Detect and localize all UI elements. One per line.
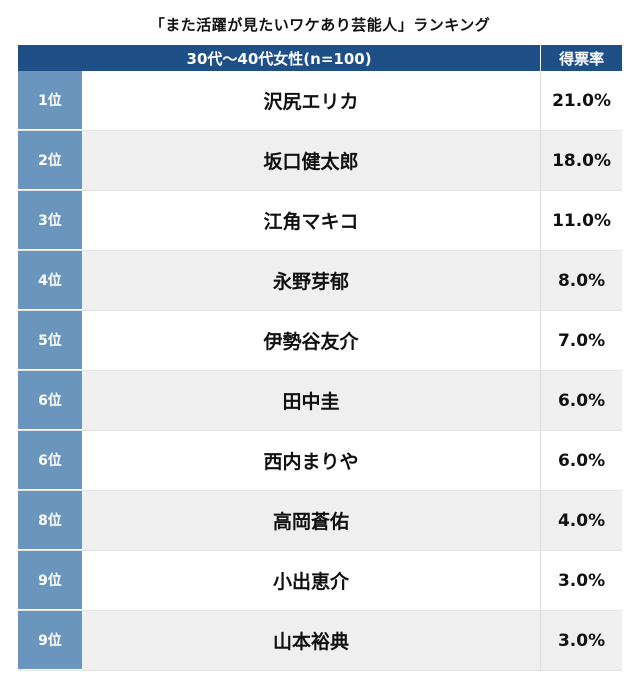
table-row: 9位 山本裕典 3.0% bbox=[18, 611, 622, 671]
table-body: 1位 沢尻エリカ 21.0% 2位 坂口健太郎 18.0% 3位 江角マキコ 1… bbox=[18, 71, 622, 671]
rank-cell: 4位 bbox=[18, 251, 82, 310]
header-group-label: 30代〜40代女性(n=100) bbox=[18, 45, 542, 71]
name-cell: 伊勢谷友介 bbox=[81, 311, 542, 370]
table-row: 8位 高岡蒼佑 4.0% bbox=[18, 491, 622, 551]
rank-cell: 6位 bbox=[18, 431, 82, 490]
name-cell: 坂口健太郎 bbox=[81, 131, 542, 190]
name-cell: 沢尻エリカ bbox=[81, 71, 542, 130]
table-row: 4位 永野芽郁 8.0% bbox=[18, 251, 622, 311]
table-row: 9位 小出恵介 3.0% bbox=[18, 551, 622, 611]
pct-cell: 4.0% bbox=[541, 491, 622, 550]
pct-cell: 6.0% bbox=[541, 371, 622, 430]
name-cell: 江角マキコ bbox=[81, 191, 542, 250]
pct-cell: 18.0% bbox=[541, 131, 622, 190]
rank-cell: 9位 bbox=[18, 611, 82, 670]
table-row: 5位 伊勢谷友介 7.0% bbox=[18, 311, 622, 371]
pct-cell: 3.0% bbox=[541, 551, 622, 610]
table-row: 6位 西内まりや 6.0% bbox=[18, 431, 622, 491]
table-header: 30代〜40代女性(n=100) 得票率 bbox=[18, 45, 622, 71]
name-cell: 田中圭 bbox=[81, 371, 542, 430]
name-cell: 永野芽郁 bbox=[81, 251, 542, 310]
name-cell: 小出恵介 bbox=[81, 551, 542, 610]
ranking-table: 30代〜40代女性(n=100) 得票率 1位 沢尻エリカ 21.0% 2位 坂… bbox=[18, 45, 622, 671]
table-row: 6位 田中圭 6.0% bbox=[18, 371, 622, 431]
pct-cell: 21.0% bbox=[541, 71, 622, 130]
table-row: 2位 坂口健太郎 18.0% bbox=[18, 131, 622, 191]
rank-cell: 8位 bbox=[18, 491, 82, 550]
rank-cell: 6位 bbox=[18, 371, 82, 430]
table-row: 1位 沢尻エリカ 21.0% bbox=[18, 71, 622, 131]
header-pct-label: 得票率 bbox=[559, 49, 605, 68]
page-title: 「また活躍が見たいワケあり芸能人」ランキング bbox=[149, 16, 491, 34]
name-cell: 高岡蒼佑 bbox=[81, 491, 542, 550]
rank-cell: 2位 bbox=[18, 131, 82, 190]
pct-cell: 8.0% bbox=[541, 251, 622, 310]
rank-cell: 1位 bbox=[18, 71, 82, 130]
name-cell: 西内まりや bbox=[81, 431, 542, 490]
rank-cell: 5位 bbox=[18, 311, 82, 370]
pct-cell: 11.0% bbox=[541, 191, 622, 250]
rank-cell: 9位 bbox=[18, 551, 82, 610]
pct-cell: 6.0% bbox=[541, 431, 622, 490]
name-cell: 山本裕典 bbox=[81, 611, 542, 670]
rank-cell: 3位 bbox=[18, 191, 82, 250]
pct-cell: 7.0% bbox=[541, 311, 622, 370]
table-row: 3位 江角マキコ 11.0% bbox=[18, 191, 622, 251]
pct-cell: 3.0% bbox=[541, 611, 622, 670]
